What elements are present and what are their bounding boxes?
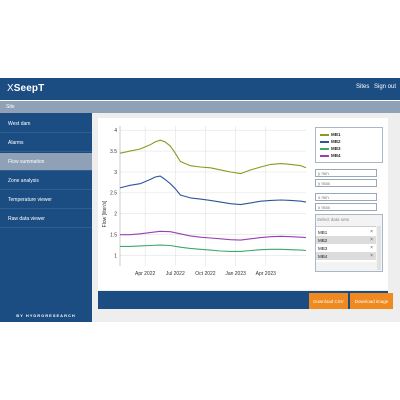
brand-footer: BY HYDRORESEARCH <box>16 313 76 318</box>
y-tick-label: 2.5 <box>110 191 117 197</box>
x-axis-ticks: Apr 2022 Jul 2022 Oct 2022 Jan 2023 Apr 2023 <box>135 271 276 277</box>
y-tick-label: 3.5 <box>110 149 117 155</box>
chart-series <box>119 139 307 252</box>
y-tick-label: 2 <box>114 212 117 218</box>
x-max-input[interactable] <box>315 203 377 211</box>
remove-icon[interactable]: × <box>370 253 373 259</box>
series-line-mb1 <box>119 139 307 175</box>
legend-item-mb1[interactable]: MB1 <box>320 132 341 137</box>
dataset-item-mb1[interactable]: MB1 × <box>318 229 373 235</box>
app-logo[interactable]: XSeepT <box>7 83 45 94</box>
dataset-list-scrollbar[interactable] <box>377 226 381 270</box>
legend-swatch <box>320 141 329 143</box>
x-tick-label: Jul 2022 <box>166 271 185 277</box>
site-title: Site <box>6 104 15 110</box>
sidebar-item-temperature-viewer[interactable]: Temperature viewer <box>0 191 92 209</box>
x-tick-label: Apr 2023 <box>256 271 277 277</box>
legend-swatch <box>320 148 329 150</box>
y-axis-label: Flow [liter/s] <box>102 200 108 227</box>
legend-swatch <box>320 155 329 157</box>
remove-icon[interactable]: × <box>370 229 373 235</box>
flow-chart[interactable]: 1 1.5 2 2.5 3 3.5 4 Apr 2022 Jul 2022 Oct 2022 Ja… <box>98 122 310 280</box>
sidebar-item-label: Flow summation <box>8 159 45 165</box>
legend-swatch <box>320 134 329 136</box>
legend-item-mb4[interactable]: MB4 <box>320 153 341 158</box>
chart-legend: MB1 MB2 MB3 MB4 <box>315 127 383 163</box>
sidebar-item-flow-summation[interactable]: Flow summation <box>0 153 92 171</box>
x-tick-label: Oct 2022 <box>195 271 216 277</box>
dataset-item-mb4[interactable]: MB4 × <box>316 252 376 260</box>
sidebar-item-zone-analysis[interactable]: Zone analysis <box>0 172 92 190</box>
sidebar-item-label: Alarms <box>8 140 24 146</box>
y-max-input[interactable] <box>315 179 377 187</box>
nav-sign-out-link[interactable]: Sign out <box>374 84 397 90</box>
series-line-mb3 <box>120 244 307 252</box>
remove-icon[interactable]: × <box>370 237 373 243</box>
y-tick-label: 3 <box>114 170 117 176</box>
series-line-mb4 <box>120 230 307 241</box>
remove-icon[interactable]: × <box>370 245 373 251</box>
dataset-item-mb2[interactable]: MB2 × <box>316 236 376 244</box>
y-axis-ticks: 1 1.5 2 2.5 3 3.5 4 <box>110 128 117 259</box>
dataset-list: MB1 × MB2 × MB3 × MB4 × <box>316 226 376 262</box>
y-tick-label: 1 <box>114 253 117 259</box>
nav-sites-link[interactable]: Sites <box>356 84 370 90</box>
sidebar-item-label: Zone analysis <box>8 178 39 184</box>
x-min-input[interactable] <box>315 193 377 201</box>
x-tick-label: Jan 2023 <box>225 271 246 277</box>
sidebar: West dam Alarms Flow summation Zone anal… <box>0 113 92 322</box>
legend-item-mb3[interactable]: MB3 <box>320 146 341 151</box>
y-tick-label: 4 <box>114 128 117 134</box>
x-tick-label: Apr 2022 <box>135 271 156 277</box>
sidebar-item-west-dam[interactable]: West dam <box>0 115 92 133</box>
site-subheader: Site <box>0 101 400 113</box>
dataset-item-mb3[interactable]: MB3 × <box>318 245 373 251</box>
sidebar-item-alarms[interactable]: Alarms <box>0 134 92 152</box>
dataset-selector-placeholder: Select data sets <box>317 217 350 222</box>
chart-grid <box>119 126 306 266</box>
y-min-input[interactable] <box>315 169 377 177</box>
download-csv-button[interactable]: Download CSV <box>309 293 348 309</box>
sidebar-item-label: Raw data viewer <box>8 216 45 222</box>
sidebar-item-label: Temperature viewer <box>8 197 52 203</box>
download-image-button[interactable]: Download image <box>350 293 393 309</box>
sidebar-item-label: West dam <box>8 121 31 127</box>
legend-item-mb2[interactable]: MB2 <box>320 139 341 144</box>
y-tick-label: 1.5 <box>110 232 117 238</box>
top-navbar: XSeepT Sites Sign out <box>0 78 400 100</box>
series-line-mb2 <box>119 175 307 206</box>
sidebar-item-raw-data-viewer[interactable]: Raw data viewer <box>0 210 92 228</box>
